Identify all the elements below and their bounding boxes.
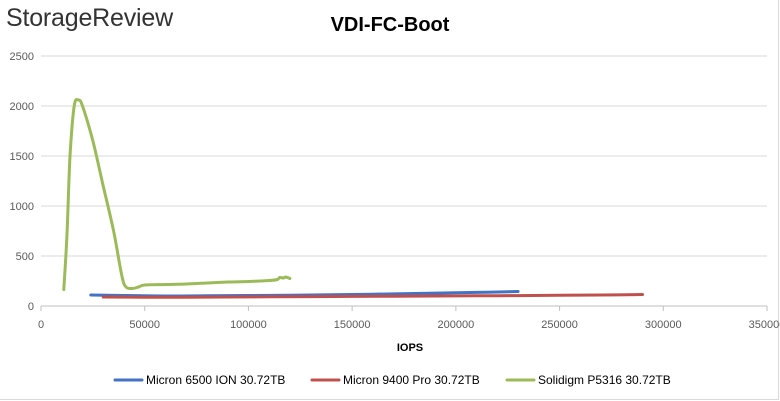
legend-label-solidigm-p5316: Solidigm P5316 30.72TB [538,373,671,387]
y-tick-label: 0 [28,301,34,313]
chart-title: VDI-FC-Boot [330,14,450,36]
y-tick-label: 1500 [10,151,34,163]
y-tick-label: 1000 [10,201,34,213]
y-tick-label: 2000 [10,101,34,113]
series-line-solidigm-p5316 [62,97,292,291]
x-tick-label: 50000 [129,319,160,331]
series-line-micron-9400-pro [101,293,644,299]
storagereview-logo: StorageReview [6,4,173,32]
x-tick-label: 150000 [334,319,371,331]
axes [40,305,768,311]
x-tick-label: 300000 [645,319,682,331]
x-axis-label: IOPS [397,342,423,354]
legend-label-micron-6500-ion: Micron 6500 ION 30.72TB [146,373,285,387]
legend: Micron 6500 ION 30.72TB Micron 9400 Pro 3… [113,373,671,387]
gridlines [41,55,767,257]
x-tick-label: 250000 [541,319,578,331]
x-tick-label: 100000 [230,319,267,331]
tick-labels: 0 500 1000 1500 2000 2500 0 50000 100000 150000 20… [10,51,780,331]
y-tick-label: 500 [16,251,34,263]
x-tick-label: 0 [38,319,44,331]
legend-label-micron-9400-pro: Micron 9400 Pro 30.72TB [343,373,480,387]
series-lines [62,97,644,299]
x-tick-label: 350000 [749,319,780,331]
x-tick-label: 200000 [437,319,474,331]
y-tick-label: 2500 [10,51,34,63]
